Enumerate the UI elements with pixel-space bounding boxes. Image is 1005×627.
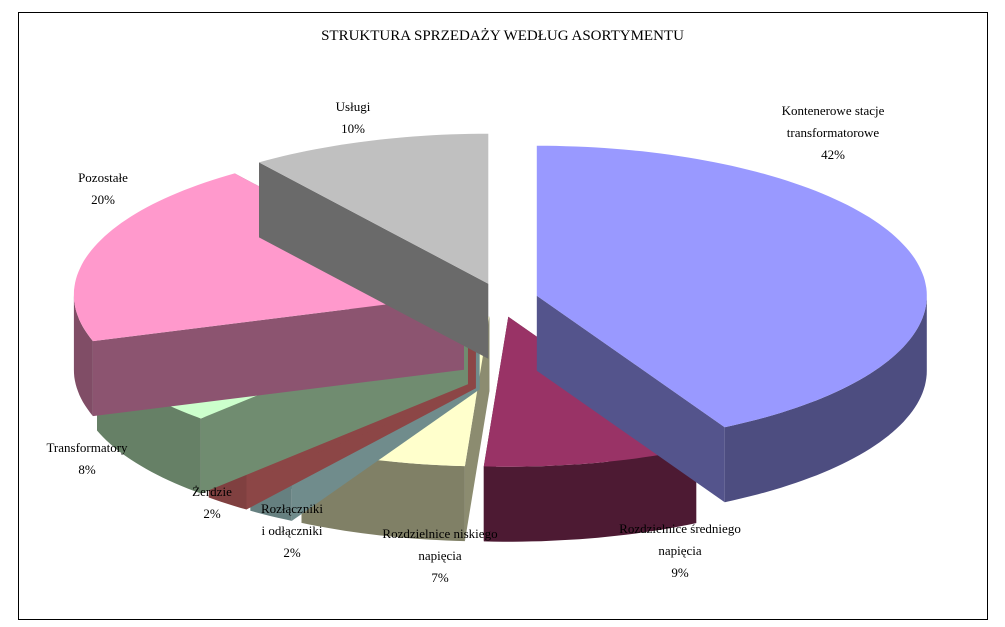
slice-label: Żerdzie 2% xyxy=(102,481,322,525)
category-label: Kontenerowe stacje transformatorowe xyxy=(781,103,885,140)
slice-side xyxy=(73,294,93,417)
category-label: Rozdzielnice niskiego napięcia xyxy=(382,526,498,563)
category-label: Rozdzielnice średniego napięcia xyxy=(619,521,741,558)
category-label: Pozostałe xyxy=(78,170,128,185)
value-label: 42% xyxy=(821,147,845,162)
category-label: Żerdzie xyxy=(192,484,232,499)
value-label: 10% xyxy=(341,121,365,136)
slice-side xyxy=(724,295,927,503)
slice-side xyxy=(483,448,697,542)
slice-label: Rozłączniki i odłączniki 2% xyxy=(182,498,402,564)
slice xyxy=(259,133,489,284)
slice-label: Rozdzielnice niskiego napięcia 7% xyxy=(330,523,550,589)
slice-label: Transformatory 8% xyxy=(0,437,197,481)
slice xyxy=(536,145,927,428)
value-label: 7% xyxy=(431,570,449,585)
category-label: Transformatory xyxy=(46,440,128,455)
value-label: 2% xyxy=(283,545,301,560)
chart-frame xyxy=(18,12,988,620)
slice-label: Pozostałe 20% xyxy=(0,167,213,211)
category-label: Usługi xyxy=(335,99,371,114)
slice-label: Rozdzielnice średniego napięcia 9% xyxy=(570,518,790,584)
slice-cut-face xyxy=(259,162,489,359)
value-label: 9% xyxy=(671,565,689,580)
value-label: 8% xyxy=(78,462,96,477)
slice-cut-face xyxy=(536,295,725,503)
category-label: Rozłączniki i odłączniki xyxy=(260,501,324,538)
slice-label: Usługi 10% xyxy=(243,96,463,140)
slice xyxy=(73,173,464,342)
value-label: 2% xyxy=(203,506,221,521)
slice-cut-face xyxy=(92,294,464,417)
slice-label: Kontenerowe stacje transformatorowe 42% xyxy=(723,100,943,166)
chart-title: STRUKTURA SPRZEDAŻY WEDŁUG ASORTYMENTU xyxy=(321,28,684,44)
value-label: 20% xyxy=(91,192,115,207)
